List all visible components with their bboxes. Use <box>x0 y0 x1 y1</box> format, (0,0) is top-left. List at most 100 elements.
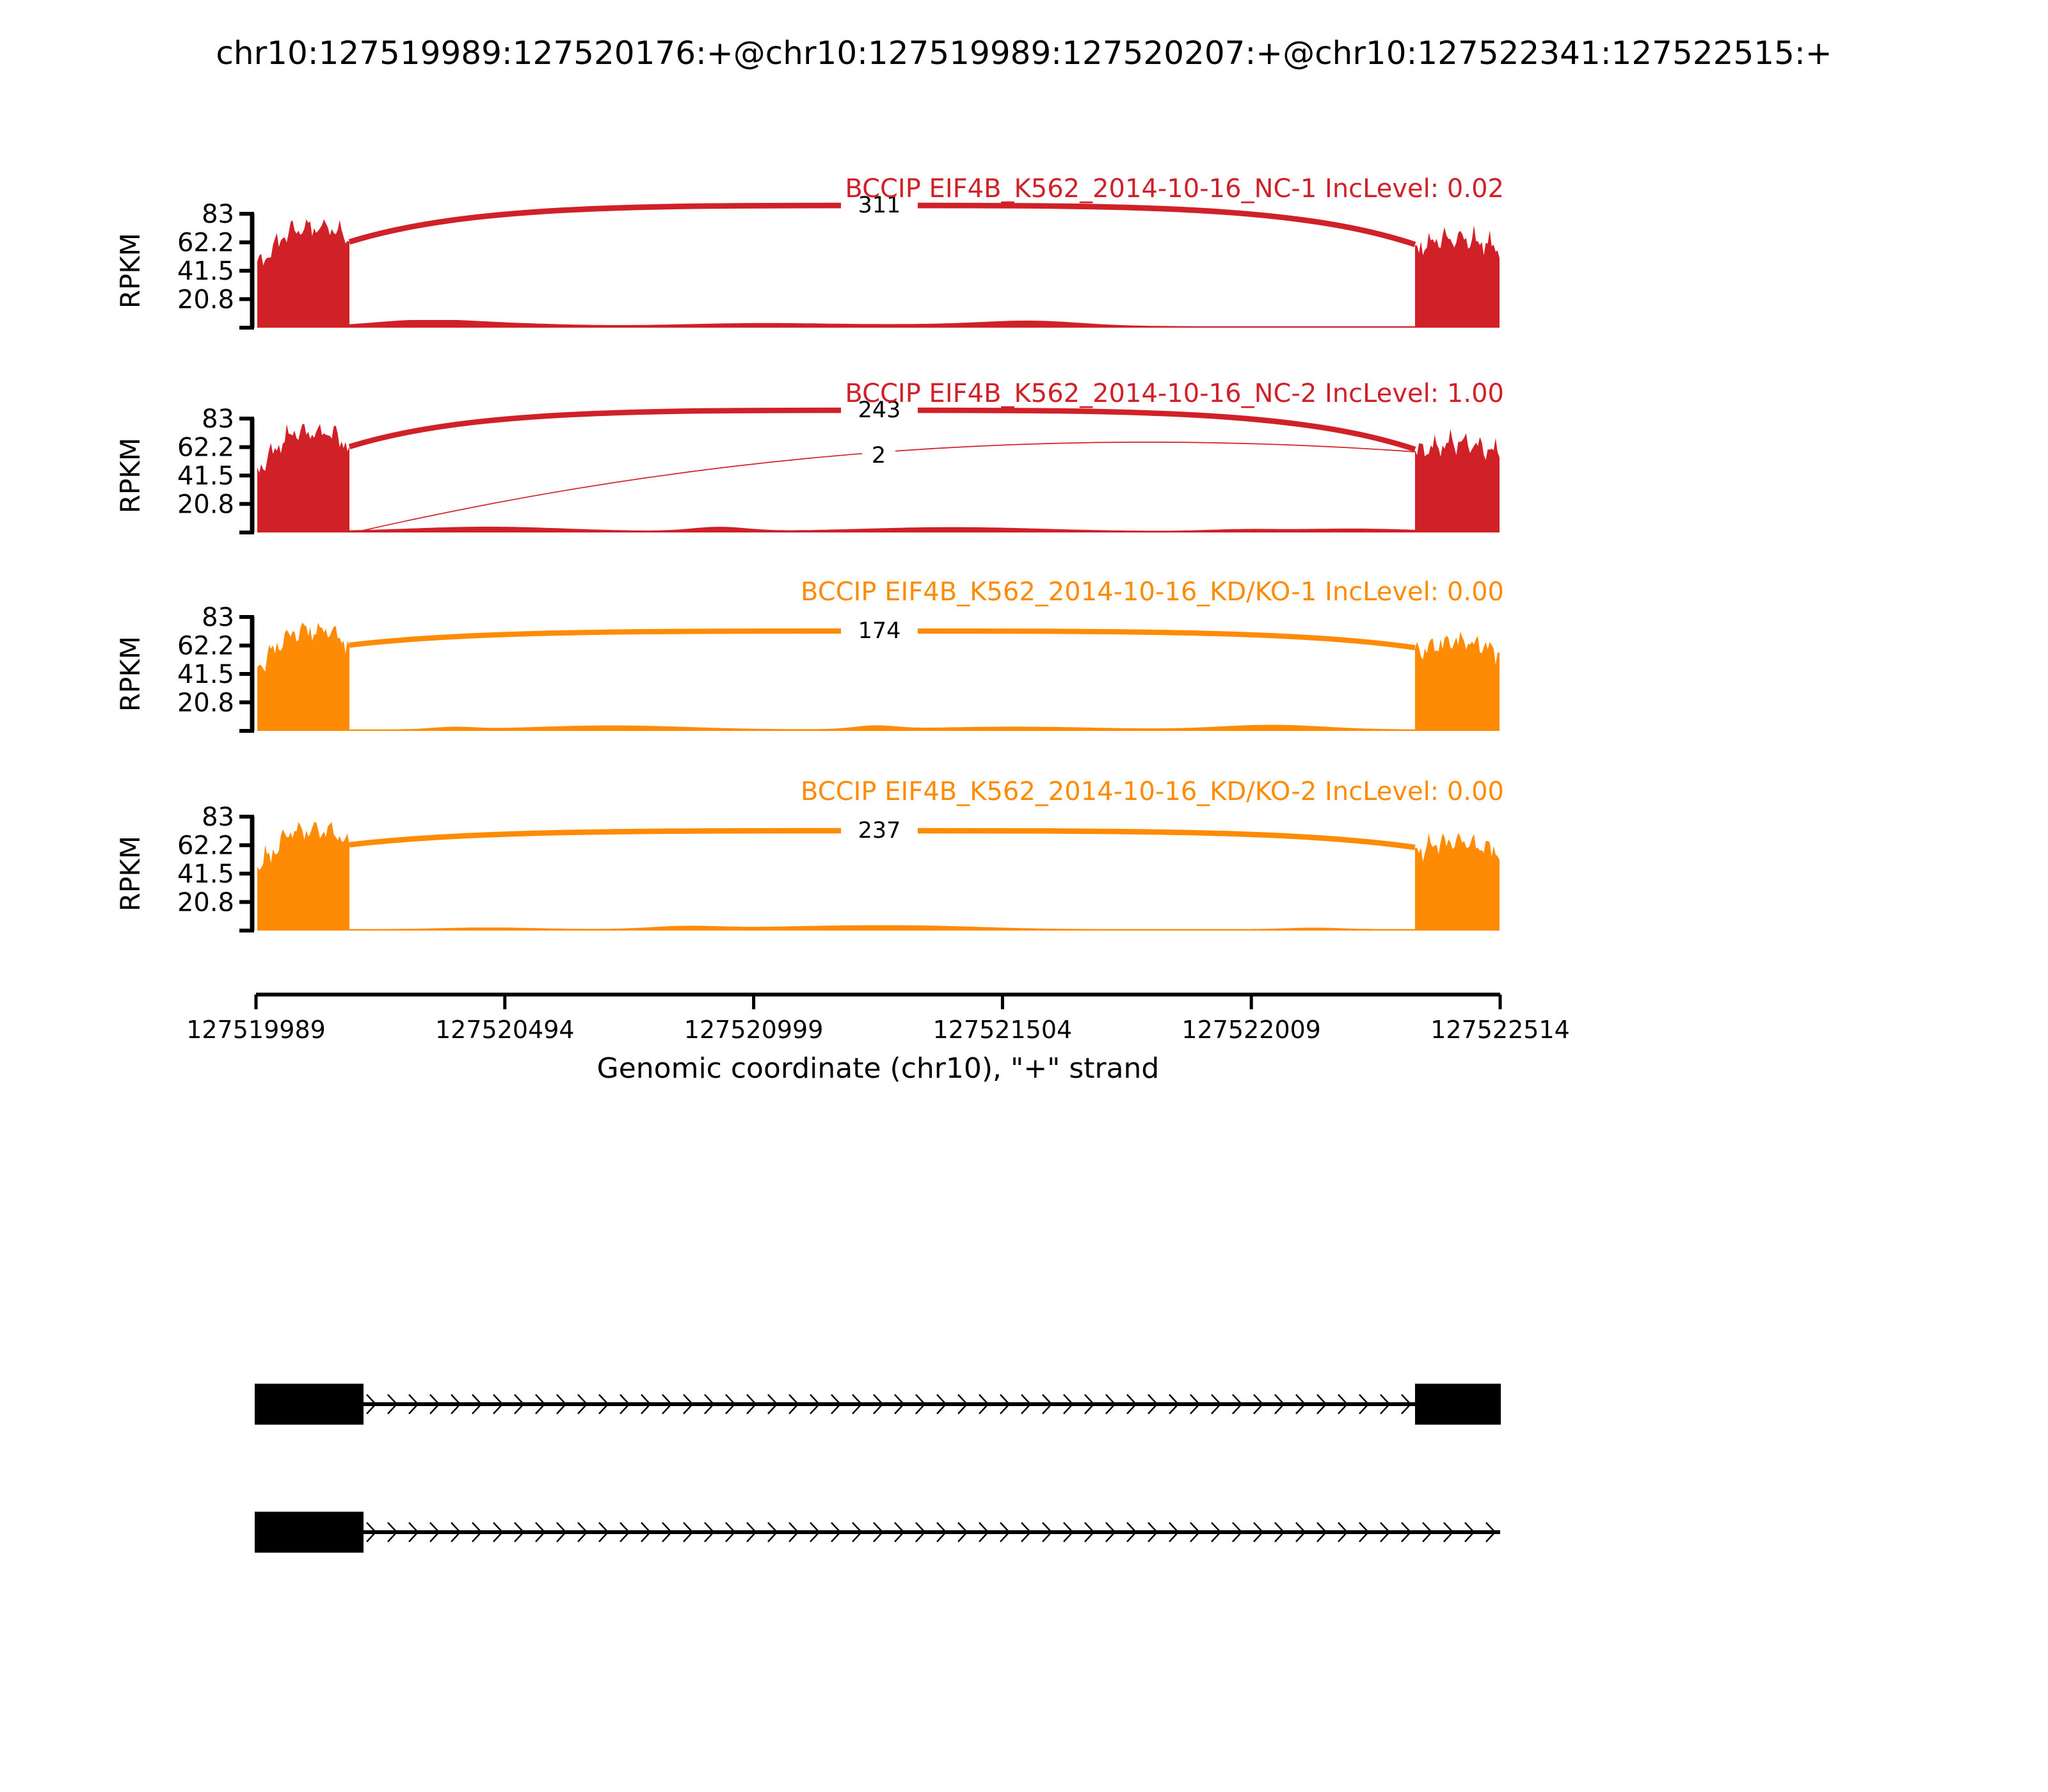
intron-baseline-coverage <box>257 724 1500 731</box>
strand-arrow-icon <box>894 1394 905 1414</box>
strand-arrow-icon <box>725 1522 736 1542</box>
intron-baseline-coverage <box>257 526 1500 532</box>
strand-arrow-icon <box>936 1394 947 1414</box>
strand-arrow-icon <box>957 1522 968 1542</box>
strand-arrow-icon <box>1126 1394 1137 1414</box>
strand-arrow-icon <box>556 1394 567 1414</box>
intron-baseline-coverage <box>257 320 1500 328</box>
strand-arrow-icon <box>1105 1522 1116 1542</box>
strand-arrow-icon <box>535 1522 546 1542</box>
strand-arrow-icon <box>1401 1522 1412 1542</box>
strand-arrow-icon <box>746 1522 757 1542</box>
y-tick-label: 20.8 <box>177 490 234 519</box>
track-title: BCCIP EIF4B_K562_2014-10-16_NC-1 IncLeve… <box>845 174 1504 204</box>
strand-arrow-icon <box>598 1394 609 1414</box>
strand-arrow-icon <box>915 1394 926 1414</box>
strand-arrow-icon <box>1063 1522 1074 1542</box>
strand-arrow-icon <box>1190 1394 1201 1414</box>
strand-arrow-icon <box>788 1522 799 1542</box>
strand-arrow-icon <box>1464 1522 1475 1542</box>
strand-arrow-icon <box>1316 1522 1327 1542</box>
strand-arrow-icon <box>577 1522 588 1542</box>
strand-arrow-icon <box>746 1394 757 1414</box>
strand-arrow-icon <box>472 1522 483 1542</box>
x-tick-label: 127522009 <box>1181 1016 1321 1044</box>
coverage-right-exon <box>1415 833 1500 931</box>
coverage-right-exon <box>1415 429 1500 532</box>
strand-arrow-icon <box>1084 1522 1095 1542</box>
strand-arrow-icon <box>1042 1394 1053 1414</box>
strand-arrow-icon <box>704 1394 715 1414</box>
strand-arrow-icon <box>1169 1522 1180 1542</box>
y-axis-title: RPKM <box>115 233 146 308</box>
strand-arrow-icon <box>1021 1394 1032 1414</box>
strand-arrow-icon <box>387 1522 398 1542</box>
strand-arrow-icon <box>1443 1522 1454 1542</box>
strand-arrow-icon <box>1253 1394 1264 1414</box>
strand-arrow-icon <box>1211 1522 1222 1542</box>
strand-arrow-icon <box>852 1394 863 1414</box>
track-title: BCCIP EIF4B_K562_2014-10-16_KD/KO-1 IncL… <box>801 577 1504 607</box>
strand-arrow-icon <box>556 1522 567 1542</box>
strand-arrow-icon <box>1422 1522 1433 1542</box>
strand-arrow-icon <box>598 1522 609 1542</box>
strand-arrow-icon <box>810 1522 820 1542</box>
y-tick-label: 20.8 <box>177 688 234 717</box>
x-tick-label: 127521504 <box>933 1016 1073 1044</box>
strand-arrow-icon <box>1190 1522 1201 1542</box>
y-tick-label: 83 <box>202 404 234 434</box>
strand-arrow-icon <box>366 1394 377 1414</box>
x-tick-label: 127519989 <box>186 1016 326 1044</box>
strand-arrow-icon <box>979 1394 989 1414</box>
strand-arrow-icon <box>620 1522 630 1542</box>
track-title: BCCIP EIF4B_K562_2014-10-16_NC-2 IncLeve… <box>845 379 1504 408</box>
strand-arrow-icon <box>894 1522 905 1542</box>
strand-arrow-icon <box>1316 1394 1327 1414</box>
strand-arrow-icon <box>641 1522 652 1542</box>
strand-arrow-icon <box>535 1394 546 1414</box>
strand-arrow-icon <box>1063 1394 1074 1414</box>
strand-arrow-icon <box>831 1394 842 1414</box>
coverage-right-exon <box>1415 225 1500 328</box>
y-tick-label: 83 <box>202 803 234 832</box>
y-tick-label: 62.2 <box>177 228 234 258</box>
strand-arrow-icon <box>683 1394 694 1414</box>
strand-arrow-icon <box>1000 1522 1011 1542</box>
strand-arrow-icon <box>936 1522 947 1542</box>
strand-arrow-icon <box>493 1394 504 1414</box>
strand-arrow-icon <box>387 1394 398 1414</box>
strand-arrow-icon <box>788 1394 799 1414</box>
exon-box <box>1415 1384 1501 1425</box>
strand-arrow-icon <box>1401 1394 1412 1414</box>
strand-arrow-icon <box>1105 1394 1116 1414</box>
strand-arrow-icon <box>1232 1394 1243 1414</box>
strand-arrow-icon <box>1359 1522 1370 1542</box>
strand-arrow-icon <box>831 1522 842 1542</box>
strand-arrow-icon <box>1042 1522 1053 1542</box>
track-title: BCCIP EIF4B_K562_2014-10-16_KD/KO-2 IncL… <box>801 777 1504 806</box>
strand-arrow-icon <box>725 1394 736 1414</box>
x-tick-label: 127522514 <box>1430 1016 1570 1044</box>
coverage-left-exon <box>257 622 349 731</box>
x-axis-label: Genomic coordinate (chr10), "+" strand <box>596 1052 1160 1085</box>
junction-label-gap <box>841 396 918 425</box>
junction-count-label: 243 <box>858 397 901 423</box>
y-tick-label: 41.5 <box>177 461 234 491</box>
strand-arrow-icon <box>1295 1394 1306 1414</box>
strand-arrow-icon <box>915 1522 926 1542</box>
strand-arrow-icon <box>1380 1522 1391 1542</box>
strand-arrow-icon <box>957 1394 968 1414</box>
strand-arrow-icon <box>408 1522 419 1542</box>
x-tick-label: 127520999 <box>684 1016 824 1044</box>
strand-arrow-icon <box>451 1394 461 1414</box>
strand-arrow-icon <box>1021 1522 1032 1542</box>
strand-arrow-icon <box>1380 1394 1391 1414</box>
strand-arrow-icon <box>1232 1522 1243 1542</box>
strand-arrow-icon <box>1084 1394 1095 1414</box>
strand-arrow-icon <box>493 1522 504 1542</box>
junction-label-gap <box>862 441 895 470</box>
y-tick-label: 83 <box>202 603 234 632</box>
y-tick-label: 62.2 <box>177 632 234 661</box>
strand-arrow-icon <box>366 1522 377 1542</box>
